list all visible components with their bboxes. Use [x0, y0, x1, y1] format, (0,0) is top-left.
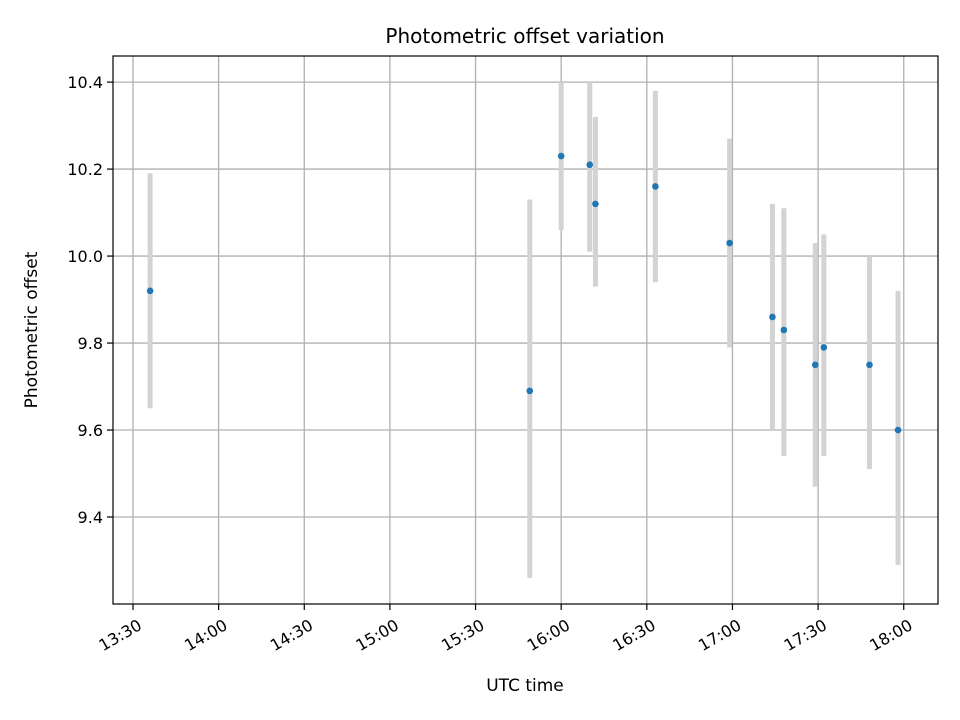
y-axis-title: Photometric offset: [22, 251, 42, 408]
data-point: [146, 287, 154, 295]
data-point: [820, 344, 828, 351]
y-tick-label: 10.0: [67, 247, 103, 266]
grid: [113, 56, 938, 604]
data-point: [769, 313, 776, 321]
data-point: [894, 426, 902, 434]
y-tick-label: 9.8: [78, 334, 103, 353]
data-point: [526, 387, 534, 395]
data-point: [586, 161, 594, 169]
data-point: [592, 200, 599, 208]
data-point: [652, 183, 659, 190]
data-point: [726, 239, 733, 247]
data-points: [146, 152, 902, 434]
data-point: [811, 361, 819, 369]
plot-area-frame: [112, 55, 939, 605]
data-point: [866, 361, 873, 369]
y-tick-label: 10.2: [67, 160, 103, 179]
y-tick-label: 9.4: [78, 508, 103, 527]
y-tick-label: 9.6: [78, 421, 103, 440]
y-tick-label: 10.4: [67, 73, 103, 92]
data-point: [780, 326, 788, 334]
chart-title: Photometric offset variation: [385, 24, 664, 48]
data-point: [557, 152, 565, 160]
x-axis-title: UTC time: [486, 676, 564, 696]
y-axis: 9.4 9.6 9.8 10.0 10.2 10.4: [67, 73, 113, 527]
